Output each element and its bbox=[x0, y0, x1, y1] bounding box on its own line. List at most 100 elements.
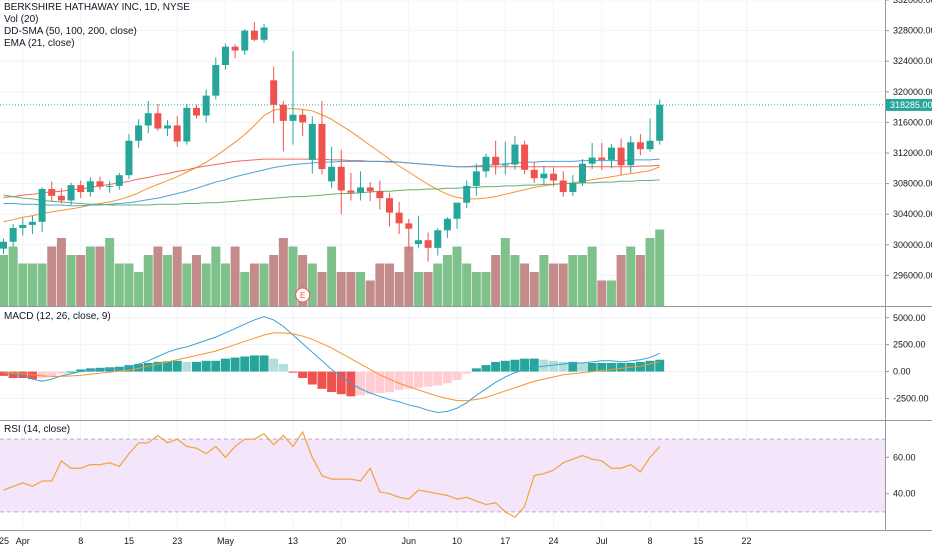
macd-line bbox=[3, 316, 660, 413]
volume-bar bbox=[471, 272, 481, 306]
macd-histogram-bar bbox=[66, 371, 76, 373]
rsi-legend: RSI (14, close) bbox=[4, 424, 70, 436]
candle-body bbox=[424, 240, 432, 248]
volume-bar bbox=[452, 246, 462, 306]
macd-histogram-bar bbox=[327, 371, 337, 393]
candle-body bbox=[193, 107, 200, 116]
macd-histogram-bar bbox=[211, 360, 221, 372]
volume-bar bbox=[558, 263, 568, 306]
candle-body bbox=[154, 113, 162, 129]
main-legend: BERKSHIRE HATHAWAY INC, 1D, NYSE Vol (20… bbox=[4, 2, 190, 50]
earnings-marker-letter: E bbox=[300, 291, 305, 300]
macd-histogram-bar bbox=[153, 361, 163, 372]
macd-histogram-bar bbox=[558, 361, 568, 372]
macd-histogram-bar bbox=[230, 357, 240, 372]
volume-bar bbox=[645, 238, 655, 306]
candle-body bbox=[463, 185, 471, 203]
candle-body bbox=[366, 187, 374, 192]
earnings-marker-icon bbox=[295, 287, 311, 303]
macd-histogram-bar bbox=[259, 355, 269, 372]
volume-bar bbox=[278, 238, 288, 306]
time-tick-label: 22 bbox=[742, 536, 752, 546]
volume-bar bbox=[76, 255, 86, 306]
candle-body bbox=[357, 187, 365, 193]
candle-body bbox=[270, 80, 278, 105]
time-tick-label: Jul bbox=[596, 536, 608, 546]
macd-histogram-bar bbox=[597, 362, 607, 372]
ma-line-3 bbox=[3, 179, 660, 206]
time-tick-label: 8 bbox=[78, 536, 83, 546]
rsi-tick-label: 60.00 bbox=[893, 452, 916, 462]
candle-body bbox=[607, 147, 615, 160]
time-tick-label: 15 bbox=[693, 536, 703, 546]
candle-body bbox=[482, 156, 490, 172]
volume-bar bbox=[587, 246, 597, 306]
macd-histogram-bar bbox=[37, 371, 47, 379]
time-tick-label: 15 bbox=[124, 536, 134, 546]
price-tick-label: 308000.00 bbox=[893, 179, 932, 189]
volume-bar bbox=[375, 263, 385, 306]
volume-bar bbox=[317, 272, 327, 306]
macd-histogram-bar bbox=[529, 358, 539, 372]
volume-bar bbox=[346, 272, 356, 306]
volume-bar bbox=[394, 272, 404, 306]
candle-body bbox=[347, 190, 355, 193]
macd-tick-label: -2500.00 bbox=[893, 393, 929, 403]
volume-bar bbox=[626, 246, 636, 306]
candle-body bbox=[260, 27, 268, 40]
volume-bar bbox=[18, 263, 28, 306]
macd-histogram-bar bbox=[568, 361, 578, 372]
candles-layer bbox=[0, 22, 664, 262]
macd-histogram-bar bbox=[491, 361, 501, 372]
macd-histogram-bar bbox=[336, 371, 346, 395]
candle-body bbox=[0, 241, 7, 249]
macd-histogram-bar bbox=[249, 355, 259, 372]
macd-histogram-bar bbox=[606, 362, 616, 372]
ddsma-indicator-label[interactable]: DD-SMA (50, 100, 200, close) bbox=[4, 26, 137, 37]
macd-histogram-bar bbox=[278, 364, 288, 372]
volume-bar bbox=[47, 246, 57, 306]
price-tick-label: 332000.00 bbox=[893, 0, 932, 5]
candle-body bbox=[598, 157, 606, 160]
volume-bar bbox=[8, 246, 18, 306]
time-tick-label: 25 bbox=[0, 536, 9, 546]
volume-bar bbox=[500, 238, 510, 306]
volume-bar bbox=[288, 246, 298, 306]
candle-body bbox=[221, 46, 229, 66]
ma-line-0 bbox=[3, 108, 660, 223]
candle-body bbox=[337, 166, 345, 191]
ema-indicator-label[interactable]: EMA (21, close) bbox=[4, 38, 75, 49]
candle-body bbox=[279, 104, 287, 121]
candle-body bbox=[530, 169, 538, 179]
candle-body bbox=[173, 125, 181, 142]
time-tick-label: 20 bbox=[336, 536, 346, 546]
volume-bar bbox=[37, 263, 47, 306]
volume-bar bbox=[134, 272, 144, 306]
macd-histogram-bar bbox=[269, 358, 279, 372]
candle-body bbox=[472, 171, 480, 186]
volume-indicator-label[interactable]: Vol (20) bbox=[4, 14, 39, 25]
volume-bar bbox=[240, 272, 250, 306]
volume-bar bbox=[529, 272, 539, 306]
macd-histogram-bar bbox=[442, 371, 452, 384]
candle-body bbox=[144, 113, 152, 126]
candle-body bbox=[57, 195, 65, 201]
time-tick-label: 13 bbox=[288, 536, 298, 546]
rsi-indicator-label[interactable]: RSI (14, close) bbox=[4, 424, 71, 435]
volume-bar bbox=[356, 272, 366, 306]
price-tick-label: 296000.00 bbox=[893, 270, 932, 280]
candle-body bbox=[318, 123, 326, 170]
candle-body bbox=[289, 114, 297, 121]
macd-histogram-bar bbox=[114, 366, 124, 372]
candle-body bbox=[588, 157, 596, 164]
volume-bar bbox=[327, 246, 337, 306]
volume-bar bbox=[249, 263, 259, 306]
macd-signal-line bbox=[3, 332, 660, 402]
symbol-title[interactable]: BERKSHIRE HATHAWAY INC, 1D, NYSE bbox=[4, 2, 190, 13]
volume-bar bbox=[163, 255, 173, 306]
candle-body bbox=[48, 188, 56, 196]
candle-body bbox=[492, 156, 500, 166]
volume-bar bbox=[259, 263, 269, 306]
macd-indicator-label[interactable]: MACD (12, 26, close, 9) bbox=[4, 311, 111, 322]
time-tick-label: May bbox=[217, 536, 235, 546]
